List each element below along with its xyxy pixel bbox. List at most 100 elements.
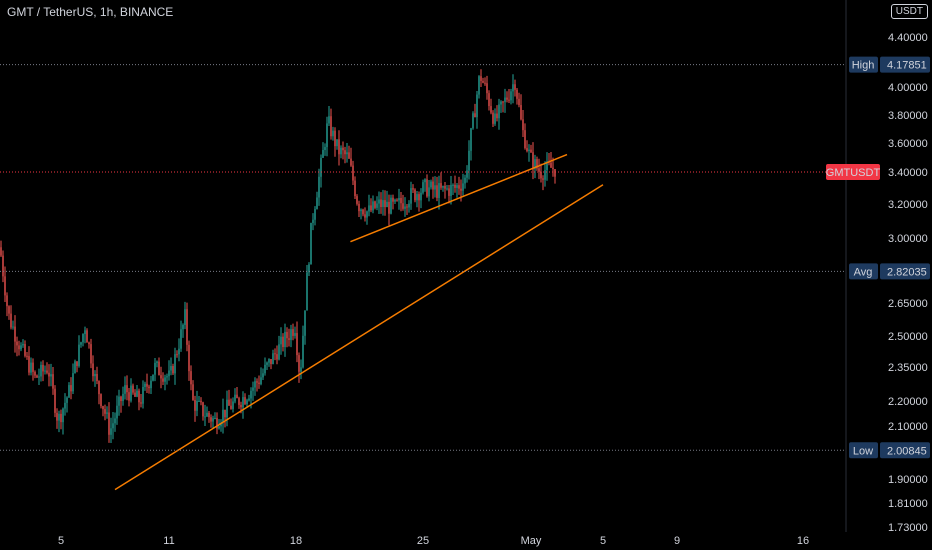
candle-body bbox=[470, 128, 472, 151]
candle-body bbox=[550, 162, 552, 168]
candle-body bbox=[136, 390, 138, 397]
candle-body bbox=[206, 412, 208, 417]
candle-body bbox=[392, 197, 394, 202]
candle-body bbox=[440, 183, 442, 188]
candle-body bbox=[386, 201, 388, 208]
trendline[interactable] bbox=[350, 153, 568, 243]
candle-body bbox=[274, 353, 276, 355]
candle-body bbox=[426, 179, 428, 197]
candle-body bbox=[258, 382, 260, 384]
candle-body bbox=[464, 177, 466, 184]
price-tick-label: 2.20000 bbox=[888, 396, 928, 408]
candle-body bbox=[554, 169, 556, 177]
candle-body bbox=[326, 123, 328, 148]
candle-body bbox=[162, 378, 164, 382]
time-axis[interactable]: 5 11 18 25 May 5 9 16 bbox=[58, 535, 809, 547]
candle-body bbox=[198, 400, 200, 402]
candle-body bbox=[404, 206, 406, 209]
candle-body bbox=[202, 402, 204, 417]
candle-body bbox=[524, 130, 526, 149]
candle-body bbox=[126, 385, 128, 393]
candle-body bbox=[32, 362, 34, 372]
candle-body bbox=[432, 181, 434, 190]
candle-body bbox=[482, 80, 484, 83]
price-axis[interactable]: 4.40000 4.00000 3.80000 3.60000 3.40000 3.200… bbox=[888, 32, 928, 534]
candle-body bbox=[456, 185, 458, 188]
candle-body bbox=[40, 364, 42, 377]
candle-body bbox=[84, 330, 86, 335]
candle-body bbox=[540, 171, 542, 179]
candle-body bbox=[168, 370, 170, 377]
candle-body bbox=[228, 399, 230, 406]
candle-body bbox=[416, 194, 418, 201]
candle-body bbox=[90, 344, 92, 364]
candle-body bbox=[442, 185, 444, 188]
candle-body bbox=[350, 158, 352, 166]
candle-body bbox=[298, 355, 300, 372]
candle-body bbox=[110, 428, 112, 435]
candle-body bbox=[308, 264, 310, 273]
candle-body bbox=[218, 426, 220, 429]
candle-body bbox=[544, 170, 546, 180]
candle-body bbox=[236, 394, 238, 399]
candle-body bbox=[312, 219, 314, 223]
candle-body bbox=[422, 182, 424, 193]
candle-body bbox=[434, 185, 436, 190]
candle-body bbox=[28, 356, 30, 373]
candle-body bbox=[56, 412, 58, 421]
candle-body bbox=[370, 205, 372, 211]
candle-body bbox=[552, 167, 554, 170]
candle-body bbox=[116, 405, 118, 419]
candle-body bbox=[408, 203, 410, 208]
candle-body bbox=[402, 203, 404, 209]
price-tick-label: 4.00000 bbox=[888, 82, 928, 94]
currency-badge[interactable]: USDT bbox=[890, 4, 928, 19]
candle-body bbox=[460, 188, 462, 191]
candle-body bbox=[364, 214, 366, 218]
candle-body bbox=[20, 345, 22, 350]
candle-body bbox=[398, 198, 400, 201]
price-markers: High 4.17851 Avg 2.82035 Low 2.00845 GMTUSDT bbox=[0, 56, 930, 459]
candle-body bbox=[146, 383, 148, 387]
candle-body bbox=[138, 390, 140, 403]
candle-body bbox=[54, 388, 56, 413]
marker-value: 4.17851 bbox=[887, 60, 927, 72]
marker-value-badge bbox=[880, 442, 930, 459]
candle-body bbox=[476, 94, 478, 118]
candle-body bbox=[340, 147, 342, 155]
candle-body bbox=[154, 362, 156, 375]
candle-body bbox=[12, 326, 14, 328]
candle-body bbox=[36, 375, 38, 378]
last-price-badge bbox=[826, 164, 880, 180]
trendlines bbox=[114, 153, 604, 491]
time-tick-label: 16 bbox=[797, 535, 809, 547]
candle-body bbox=[216, 418, 218, 429]
candle-body bbox=[76, 361, 78, 366]
candle-body bbox=[546, 161, 548, 171]
candle-body bbox=[336, 139, 338, 147]
candle-body bbox=[486, 83, 488, 94]
candle-body bbox=[188, 344, 190, 372]
candle-body bbox=[400, 198, 402, 204]
candle-body bbox=[414, 189, 416, 201]
candle-body bbox=[436, 185, 438, 198]
candle-body bbox=[14, 326, 16, 342]
candle-body bbox=[452, 184, 454, 186]
candle-body bbox=[248, 398, 250, 401]
trendline[interactable] bbox=[114, 184, 604, 491]
candle-body bbox=[446, 188, 448, 190]
candle-body bbox=[4, 276, 6, 296]
candle-body bbox=[38, 376, 40, 378]
candle-body bbox=[192, 384, 194, 400]
candle-body bbox=[122, 393, 124, 401]
price-tick-label: 1.90000 bbox=[888, 474, 928, 486]
candle-body bbox=[86, 330, 88, 343]
candle-body bbox=[226, 399, 228, 418]
candle-body bbox=[190, 371, 192, 385]
candle-body bbox=[352, 165, 354, 181]
candle-body bbox=[356, 196, 358, 204]
price-tick-label: 2.50000 bbox=[888, 331, 928, 343]
candle-body bbox=[242, 397, 244, 408]
candle-body bbox=[462, 183, 464, 191]
